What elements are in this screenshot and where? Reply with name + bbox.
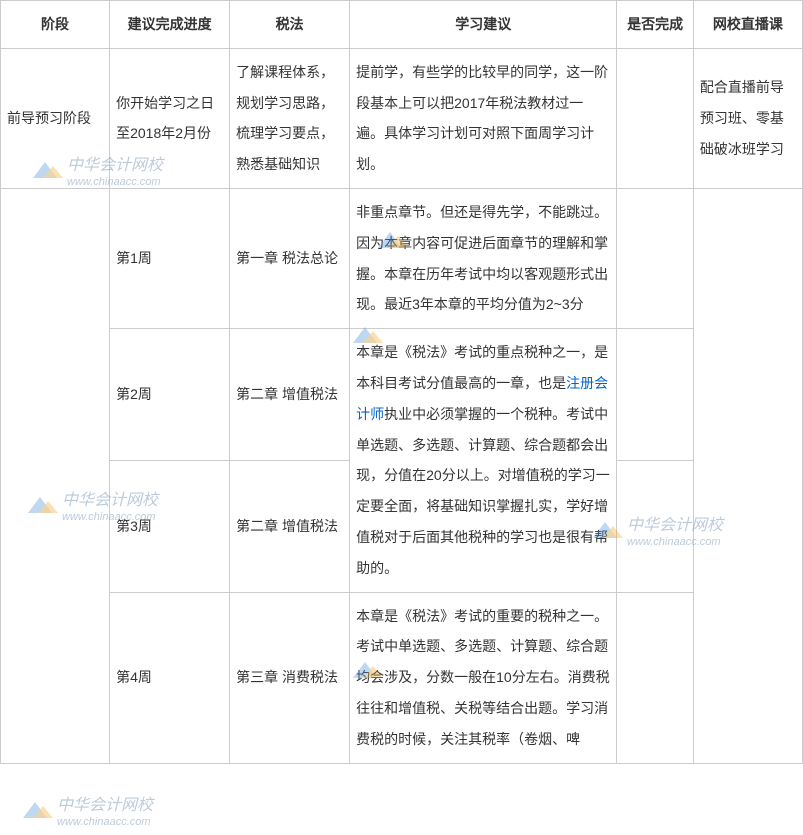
header-live: 网校直播课 (693, 1, 802, 49)
header-stage: 阶段 (1, 1, 110, 49)
cell-advice: 本章是《税法》考试的重要的税种之一。考试中单选题、多选题、计算题、综合题均会涉及… (350, 592, 617, 763)
cell-stage (1, 188, 110, 763)
cell-done (617, 188, 693, 328)
header-advice: 学习建议 (350, 1, 617, 49)
study-plan-table: 阶段 建议完成进度 税法 学习建议 是否完成 网校直播课 前导预习阶段 你开始学… (0, 0, 803, 764)
cell-progress: 第1周 (110, 188, 230, 328)
cell-live (693, 188, 802, 763)
cell-tax: 了解课程体系，规划学习思路，梳理学习要点，熟悉基础知识 (230, 48, 350, 188)
watermark-main-text: 中华会计网校 (57, 796, 155, 814)
cell-advice: 提前学，有些学的比较早的同学，这一阶段基本上可以把2017年税法教材过一遍。具体… (350, 48, 617, 188)
table-row: 第4周 第三章 消费税法 本章是《税法》考试的重要的税种之一。考试中单选题、多选… (1, 592, 803, 763)
cell-advice: 本章是《税法》考试的重点税种之一，是本科目考试分值最高的一章，也是注册会计师执业… (350, 329, 617, 592)
advice-text-post: 执业中必须掌握的一个税种。考试中单选题、多选题、计算题、综合题都会出现，分值在2… (356, 406, 610, 576)
header-done: 是否完成 (617, 1, 693, 49)
header-progress: 建议完成进度 (110, 1, 230, 49)
cell-advice: 非重点章节。但还是得先学，不能跳过。因为本章内容可促进后面章节的理解和掌握。本章… (350, 188, 617, 328)
cell-done (617, 460, 693, 592)
cell-progress: 第2周 (110, 329, 230, 461)
cell-progress: 第4周 (110, 592, 230, 763)
cell-tax: 第二章 增值税法 (230, 460, 350, 592)
cell-progress: 你开始学习之日至2018年2月份 (110, 48, 230, 188)
cell-live: 配合直播前导预习班、零基础破冰班学习 (693, 48, 802, 188)
watermark-icon: 中华会计网校 www.chinaacc.com (15, 790, 175, 835)
watermark-url-text: www.chinaacc.com (57, 816, 151, 828)
cell-stage: 前导预习阶段 (1, 48, 110, 188)
cell-done (617, 592, 693, 763)
cell-done (617, 329, 693, 461)
cell-done (617, 48, 693, 188)
cell-tax: 第一章 税法总论 (230, 188, 350, 328)
table-row: 第2周 第二章 增值税法 本章是《税法》考试的重点税种之一，是本科目考试分值最高… (1, 329, 803, 461)
table-row: 第1周 第一章 税法总论 非重点章节。但还是得先学，不能跳过。因为本章内容可促进… (1, 188, 803, 328)
table-header-row: 阶段 建议完成进度 税法 学习建议 是否完成 网校直播课 (1, 1, 803, 49)
header-tax: 税法 (230, 1, 350, 49)
table-row: 前导预习阶段 你开始学习之日至2018年2月份 了解课程体系，规划学习思路，梳理… (1, 48, 803, 188)
cell-tax: 第三章 消费税法 (230, 592, 350, 763)
cell-progress: 第3周 (110, 460, 230, 592)
cell-tax: 第二章 增值税法 (230, 329, 350, 461)
